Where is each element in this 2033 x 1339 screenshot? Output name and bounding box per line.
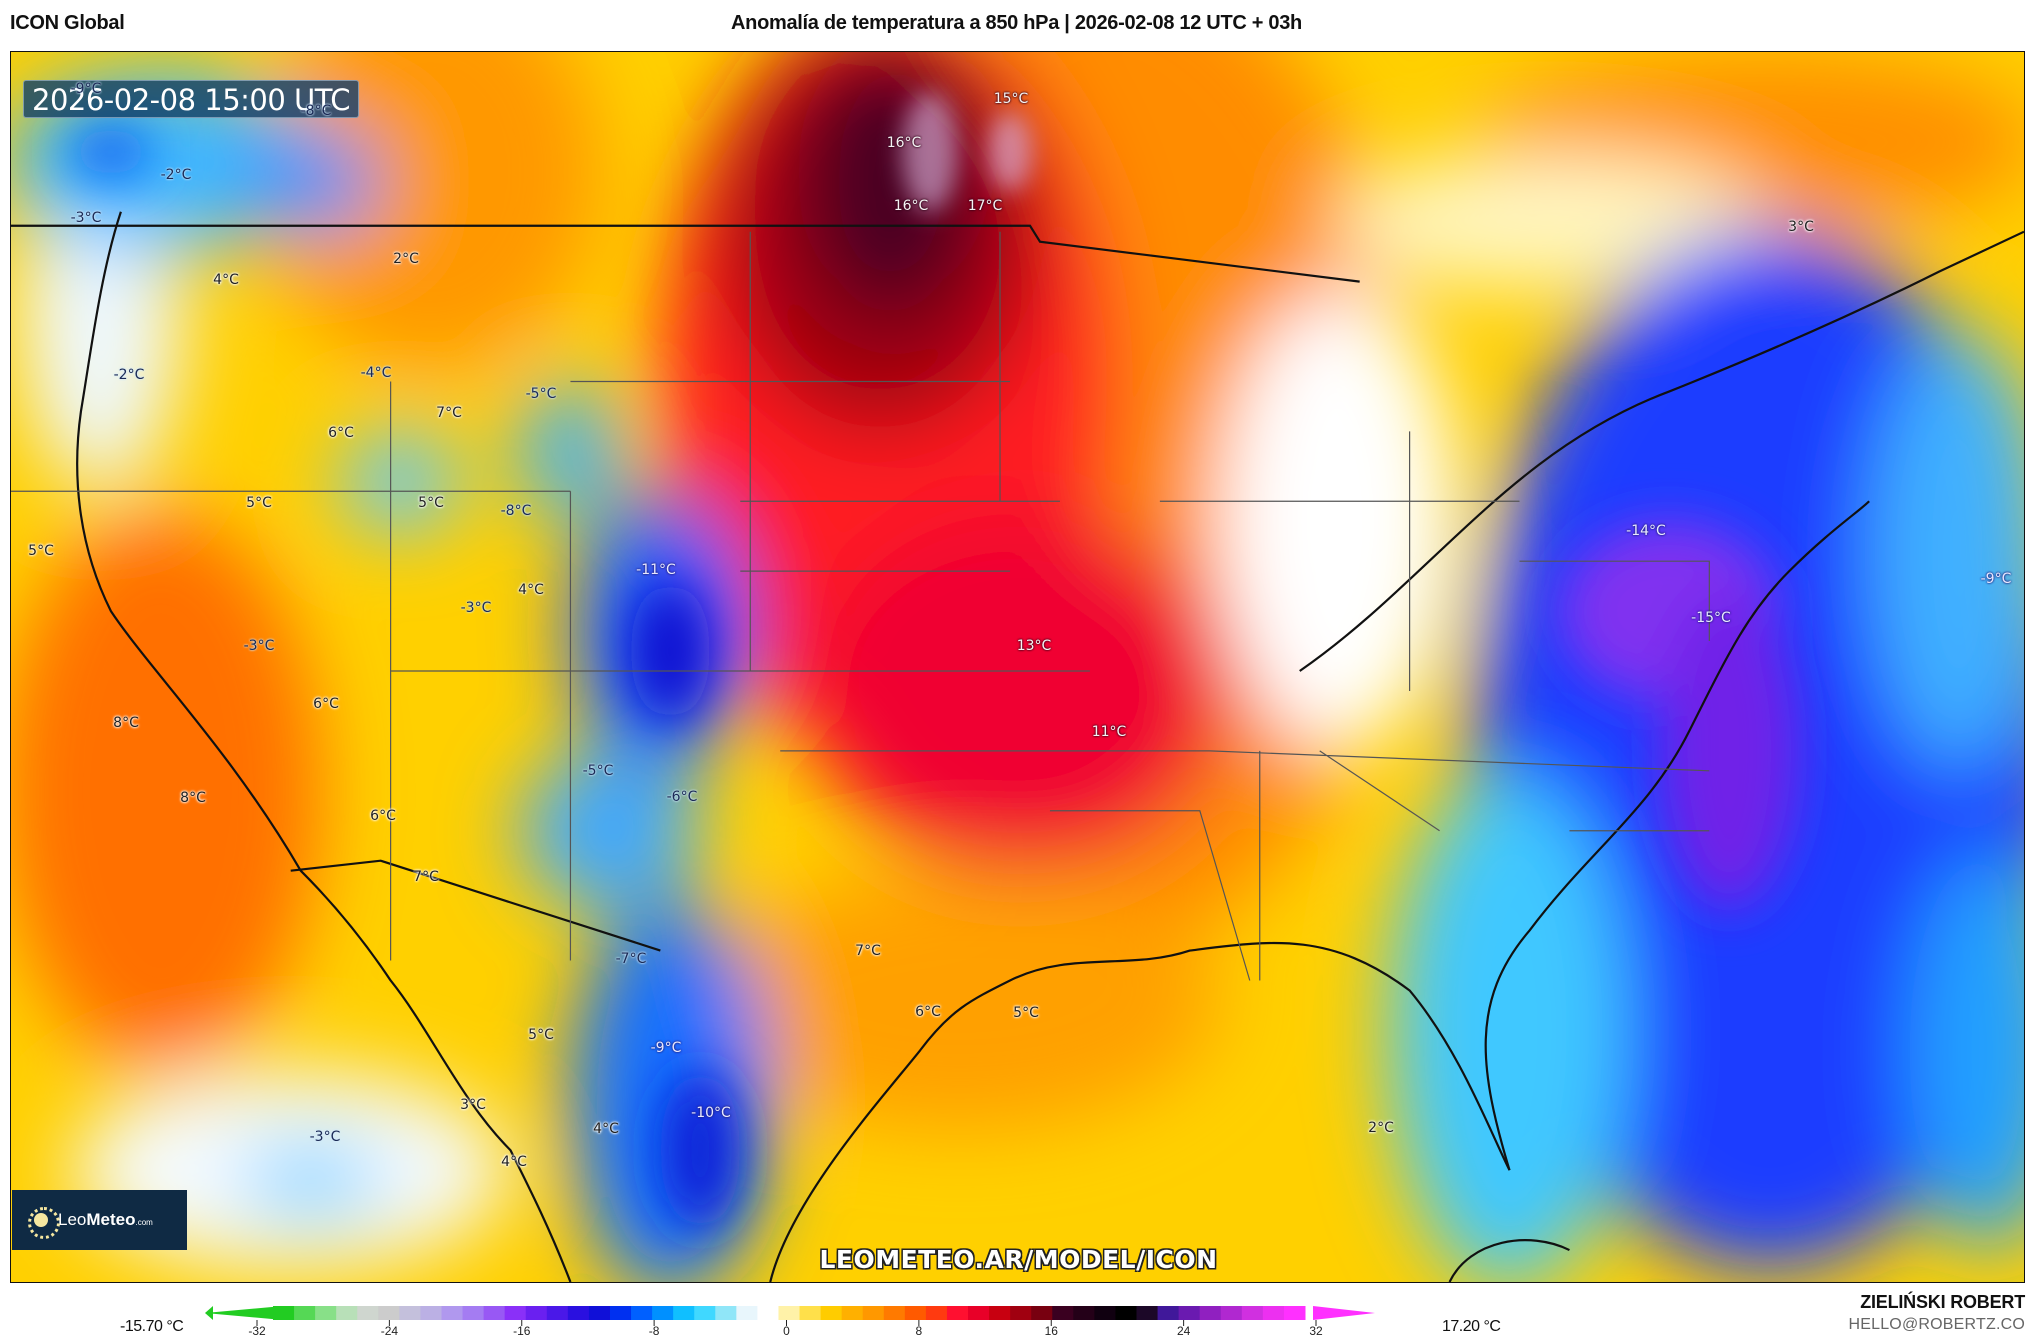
temperature-label: -3°C	[243, 638, 275, 654]
legend-tick-label: 32	[1309, 1324, 1323, 1338]
temperature-label: -6°C	[666, 789, 698, 805]
logo-text: LeoMeteo.com	[58, 1210, 153, 1229]
temperature-label: 6°C	[328, 425, 354, 441]
temperature-label: 5°C	[528, 1027, 554, 1043]
temperature-label: 4°C	[593, 1121, 619, 1137]
temperature-label: -9°C	[650, 1040, 682, 1056]
temperature-label: -2°C	[160, 167, 192, 183]
temperature-label: 4°C	[213, 272, 239, 288]
temperature-label: -3°C	[460, 600, 492, 616]
map-canvas[interactable]: 2026-02-08 15:00 UTC -9°C -8°C -2°C -3°C 4°C…	[10, 51, 2025, 1283]
watermark-url: LEOMETEO.AR/MODEL/ICON	[819, 1245, 1218, 1274]
temperature-label: 3°C	[460, 1097, 486, 1113]
temperature-label: 3°C	[1788, 219, 1814, 235]
legend-max-value: 17.20 °C	[1442, 1318, 1501, 1335]
temperature-label: 6°C	[313, 696, 339, 712]
temperature-label: -15°C	[1691, 610, 1731, 626]
legend-tick-label: 16	[1045, 1324, 1059, 1338]
temperature-label: 8°C	[113, 715, 139, 731]
legend-tick-label: -32	[248, 1324, 266, 1338]
model-name: ICON Global	[10, 12, 125, 34]
legend-min-value: -15.70 °C	[120, 1318, 184, 1335]
temperature-label: -3°C	[309, 1129, 341, 1145]
legend-tick-label: -24	[381, 1324, 399, 1338]
sun-icon	[28, 1207, 60, 1239]
temperature-label: -9°C	[70, 81, 102, 97]
temperature-label: -8°C	[300, 103, 332, 119]
legend-tick-label: 8	[916, 1324, 923, 1338]
temperature-label: 4°C	[518, 582, 544, 598]
author-email[interactable]: HELLO@ROBERTZ.CO	[1848, 1316, 2025, 1333]
temperature-label: 5°C	[418, 495, 444, 511]
temperature-label: -5°C	[582, 763, 614, 779]
temperature-label: 16°C	[886, 135, 922, 151]
temperature-label: 4°C	[501, 1154, 527, 1170]
temperature-label: 11°C	[1091, 724, 1127, 740]
temperature-anomaly-field	[11, 52, 2024, 1282]
temperature-label: 16°C	[893, 198, 929, 214]
author-name: ZIELIŃSKI ROBERT	[1860, 1292, 2025, 1312]
legend-tick-label: -8	[649, 1324, 660, 1338]
temperature-label: -10°C	[691, 1105, 731, 1121]
temperature-label: 7°C	[413, 869, 439, 885]
map-title: Anomalía de temperatura a 850 hPa | 2026…	[731, 12, 1302, 34]
legend-tick-label: 0	[783, 1324, 790, 1338]
temperature-label: 5°C	[1013, 1005, 1039, 1021]
leometeo-logo[interactable]: LeoMeteo.com	[12, 1190, 187, 1250]
temperature-label: 7°C	[855, 943, 881, 959]
temperature-label: 5°C	[246, 495, 272, 511]
temperature-label: 2°C	[1368, 1120, 1394, 1136]
temperature-label: 6°C	[370, 808, 396, 824]
temperature-label: 13°C	[1016, 638, 1052, 654]
temperature-label: -5°C	[525, 386, 557, 402]
temperature-label: 7°C	[436, 405, 462, 421]
temperature-label: -9°C	[1980, 571, 2012, 587]
legend-tick-label: -16	[513, 1324, 531, 1338]
temperature-label: 17°C	[967, 198, 1003, 214]
temperature-label: -2°C	[113, 367, 145, 383]
temperature-label: -3°C	[70, 210, 102, 226]
temperature-label: 5°C	[28, 543, 54, 559]
legend-colorbar: -32 -24 -16 -8 0 8 16 24 32	[205, 1306, 1375, 1338]
temperature-label: 6°C	[915, 1004, 941, 1020]
temperature-label: 2°C	[393, 251, 419, 267]
valid-time-badge: 2026-02-08 15:00 UTC	[23, 80, 360, 118]
temperature-label: -11°C	[636, 562, 676, 578]
temperature-label: -7°C	[615, 951, 647, 967]
legend-tick-label: 24	[1177, 1324, 1191, 1338]
temperature-label: -8°C	[500, 503, 532, 519]
temperature-label: 15°C	[993, 91, 1029, 107]
temperature-label: 8°C	[180, 790, 206, 806]
temperature-label: -14°C	[1626, 523, 1666, 539]
temperature-label: -4°C	[360, 365, 392, 381]
color-scale-legend: -15.70 °C -32 -24 -16 -8 0 8 16 24 32 17.20 °C	[0, 1300, 2033, 1339]
